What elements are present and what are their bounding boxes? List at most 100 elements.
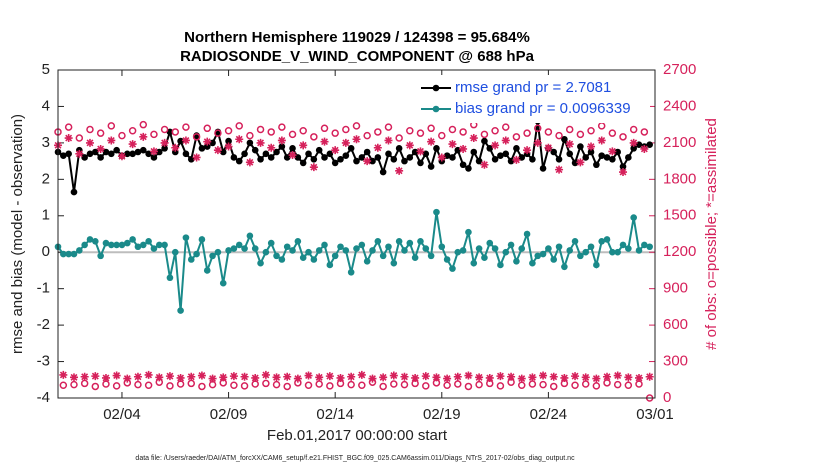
data-point: [406, 154, 414, 161]
y2-tick-label: 2100: [663, 134, 696, 151]
y2-tick-label: 600: [663, 316, 688, 333]
data-point: [86, 150, 94, 158]
data-point: [278, 123, 286, 131]
data-point: [609, 248, 616, 256]
data-point: [385, 243, 392, 251]
data-point: [69, 373, 78, 382]
data-point: [582, 154, 590, 161]
data-point: [523, 129, 531, 137]
data-point: [470, 259, 478, 267]
data-point: [566, 247, 574, 254]
data-point: [273, 148, 280, 156]
data-point: [251, 245, 259, 252]
data-point: [565, 140, 574, 149]
data-point: [449, 265, 456, 272]
data-point: [390, 155, 398, 163]
data-point: [405, 141, 414, 150]
data-point: [598, 152, 605, 159]
data-point: [630, 214, 637, 221]
data-point: [70, 188, 78, 196]
x-tick-label: 02/09: [210, 406, 248, 423]
data-point: [150, 130, 158, 139]
data-point: [59, 370, 68, 379]
data-point: [299, 254, 307, 261]
data-point: [219, 279, 227, 287]
data-point: [92, 237, 99, 245]
data-point: [139, 146, 147, 154]
data-point: [166, 128, 174, 136]
data-point: [262, 248, 270, 256]
data-point: [128, 140, 137, 149]
data-point: [395, 237, 403, 245]
data-point: [309, 163, 318, 172]
data-point: [235, 135, 244, 144]
footnote: data file: /Users/raeder/DAI/ATM_forcXX/…: [135, 455, 575, 462]
y-tick-label: -2: [37, 316, 50, 333]
data-point: [486, 145, 494, 152]
data-point: [571, 381, 579, 389]
data-point: [235, 157, 243, 165]
data-point: [155, 148, 163, 156]
data-point: [241, 245, 248, 252]
data-point: [433, 208, 440, 216]
data-point: [273, 252, 280, 260]
data-point: [640, 144, 649, 153]
data-point: [443, 374, 452, 383]
data-point: [384, 123, 393, 131]
data-point: [315, 373, 324, 382]
data-point: [209, 139, 216, 147]
data-point: [155, 241, 163, 249]
data-point: [315, 247, 323, 254]
data-point: [433, 145, 440, 152]
data-point: [561, 263, 568, 271]
data-point: [353, 245, 360, 252]
data-point: [624, 373, 633, 382]
data-point: [629, 138, 638, 147]
data-point: [603, 154, 611, 161]
data-point: [246, 131, 254, 140]
data-point: [481, 254, 488, 261]
data-point: [134, 243, 142, 251]
data-point: [363, 131, 371, 140]
x-tick-label: 03/01: [636, 406, 674, 423]
x-tick-label: 02/04: [103, 406, 141, 423]
data-point: [635, 247, 643, 254]
data-point: [486, 239, 494, 247]
y2-tick-label: 2400: [663, 97, 696, 114]
data-point: [427, 137, 436, 146]
y2-tick-label: 1500: [663, 207, 696, 224]
data-point: [208, 374, 217, 383]
data-point: [475, 373, 484, 382]
data-point: [293, 374, 302, 383]
data-point: [134, 148, 142, 156]
data-point: [416, 147, 425, 156]
data-point: [369, 157, 376, 165]
y-tick-label: -4: [37, 389, 50, 406]
data-point: [321, 154, 328, 161]
data-point: [555, 243, 563, 251]
data-point: [357, 370, 366, 379]
chart-title: Northern Hemisphere 119029 / 124398 = 95…: [184, 29, 530, 46]
data-point: [501, 136, 510, 145]
data-point: [70, 250, 78, 258]
data-point: [91, 382, 100, 391]
legend-marker: [432, 105, 440, 113]
data-point: [571, 372, 580, 381]
data-point: [416, 129, 425, 137]
data-point: [555, 165, 564, 174]
data-point: [608, 147, 617, 156]
data-point: [182, 123, 190, 131]
data-point: [613, 371, 622, 380]
data-point: [283, 372, 292, 381]
data-point: [299, 126, 307, 135]
data-point: [571, 237, 579, 245]
data-point: [395, 134, 403, 142]
data-point: [187, 256, 195, 263]
data-point: [560, 373, 569, 382]
data-point: [337, 243, 344, 251]
y-tick-label: -1: [37, 280, 50, 297]
data-point: [60, 152, 67, 159]
data-point: [118, 131, 126, 140]
data-point: [139, 120, 148, 129]
data-point: [144, 381, 153, 389]
